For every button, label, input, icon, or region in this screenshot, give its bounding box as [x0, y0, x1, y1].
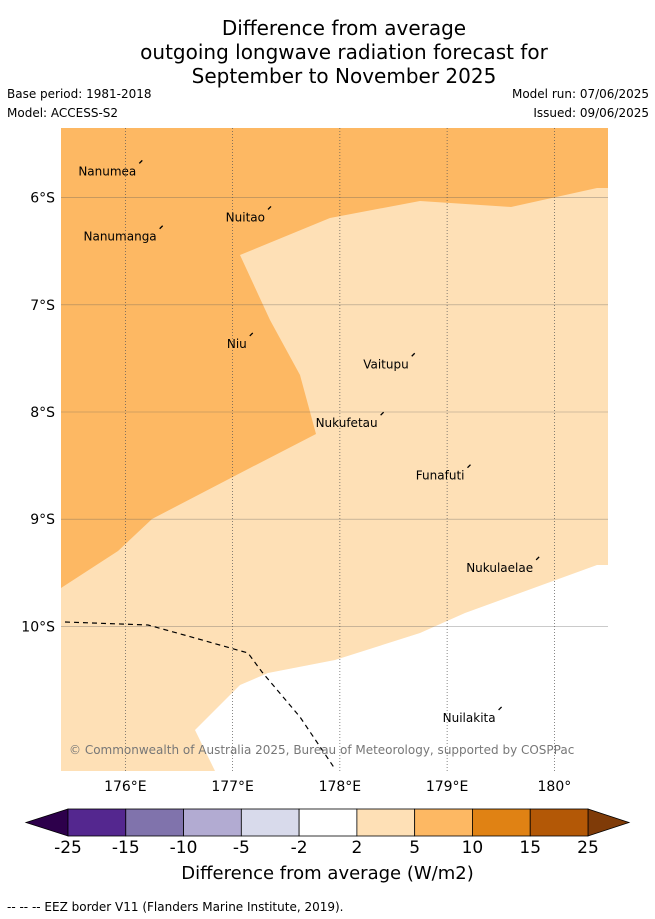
island-label: Funafuti — [416, 469, 465, 483]
colorbar-bin — [67, 808, 127, 837]
colorbar-bin — [414, 808, 473, 837]
grid-lines — [61, 128, 608, 771]
title-line-1: Difference from average — [221, 16, 467, 40]
colorbar-tick-label: -5 — [232, 838, 250, 858]
model-name: Model: ACCESS-S2 — [7, 106, 119, 120]
colorbar-bin — [472, 808, 531, 837]
copyright-notice: © Commonwealth of Australia 2025, Bureau… — [69, 743, 574, 757]
place-labels: Nanumea Nuitao Nanumanga Niu Vaitupu Nukufeta… — [78, 159, 540, 725]
colorbar-bin — [183, 808, 242, 837]
colorbar-bin — [529, 808, 589, 837]
colorbar-title: Difference from average (W/m2) — [181, 863, 474, 884]
island-label: Nuitao — [226, 210, 265, 224]
lon-tick-label: 177°E — [211, 779, 254, 795]
colorbar-bin — [125, 808, 184, 837]
colorbar-bin — [240, 808, 300, 837]
colorbar-tick-label: -10 — [169, 838, 198, 858]
island-outline — [138, 159, 143, 164]
island-label: Nanumanga — [84, 230, 157, 244]
island-label: Nukulaelae — [466, 561, 533, 575]
colorbar-tick-label: -25 — [54, 838, 82, 858]
lon-tick-label: 179°E — [426, 779, 469, 795]
island-outline — [535, 556, 540, 561]
chart-title: Difference from average outgoing longwav… — [0, 16, 655, 88]
colorbar — [24, 808, 631, 837]
island-label: Nuilakita — [443, 711, 496, 725]
island-outline — [498, 706, 503, 711]
island-outline — [267, 205, 272, 210]
axis-labels: 176°E 177°E 178°E 179°E 180° 6°S 7°S 8°S 9°S 10°S — [21, 191, 571, 795]
lon-tick-label: 178°E — [319, 779, 362, 795]
colorbar-tick-label: -15 — [111, 838, 140, 858]
colorbar-tick-label: 10 — [461, 838, 484, 858]
lat-tick-label: 10°S — [21, 619, 55, 635]
eez-border — [64, 621, 336, 770]
colorbar-tick-label: 5 — [409, 838, 421, 858]
island-label: Nukufetau — [316, 416, 378, 430]
island-outline — [249, 332, 254, 337]
colorbar-over-arrow — [587, 808, 631, 837]
lat-tick-label: 8°S — [30, 405, 55, 421]
colorbar-bin — [356, 808, 416, 837]
lat-tick-label: 6°S — [30, 191, 55, 207]
base-period: Base period: 1981-2018 — [7, 87, 152, 101]
colorbar-under-arrow — [24, 808, 69, 837]
island-outline — [411, 352, 416, 357]
eez-legend-note: -- -- -- EEZ border V11 (Flanders Marine… — [7, 900, 344, 914]
title-line-3: September to November 2025 — [191, 64, 497, 88]
colorbar-tick-label: 25 — [577, 838, 599, 858]
lat-tick-label: 9°S — [30, 512, 55, 528]
island-outline — [159, 225, 164, 230]
island-outline — [380, 411, 385, 416]
lat-tick-label: 7°S — [30, 298, 55, 314]
colorbar-tick-label: 15 — [519, 838, 542, 858]
colorbar-tick-label: -2 — [290, 838, 308, 858]
model-run-date: Model run: 07/06/2025 — [511, 87, 649, 101]
island-label: Niu — [227, 337, 247, 351]
island-outline — [467, 464, 471, 469]
island-label: Vaitupu — [363, 357, 409, 371]
issued-date: Issued: 09/06/2025 — [533, 106, 649, 120]
island-label: Nanumea — [78, 164, 136, 178]
colorbar-bin — [298, 808, 358, 837]
map-plot-area: Nanumea Nuitao Nanumanga Niu Vaitupu Nukufeta… — [61, 128, 608, 771]
region-5-to-10 — [61, 128, 608, 588]
lon-tick-label: 180° — [538, 779, 572, 795]
lon-tick-label: 176°E — [104, 779, 147, 795]
colorbar-tick-label: 2 — [351, 838, 363, 858]
title-line-2: outgoing longwave radiation forecast for — [140, 40, 548, 64]
